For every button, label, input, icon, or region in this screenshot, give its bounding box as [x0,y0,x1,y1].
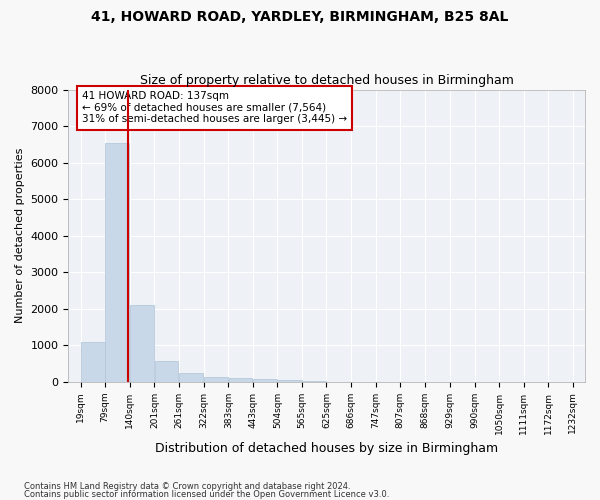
Text: Contains HM Land Registry data © Crown copyright and database right 2024.: Contains HM Land Registry data © Crown c… [24,482,350,491]
Text: 41 HOWARD ROAD: 137sqm
← 69% of detached houses are smaller (7,564)
31% of semi-: 41 HOWARD ROAD: 137sqm ← 69% of detached… [82,91,347,124]
Bar [155,362,178,382]
Text: Contains public sector information licensed under the Open Government Licence v3: Contains public sector information licen… [24,490,389,499]
Y-axis label: Number of detached properties: Number of detached properties [15,148,25,324]
X-axis label: Distribution of detached houses by size in Birmingham: Distribution of detached houses by size … [155,442,498,455]
Title: Size of property relative to detached houses in Birmingham: Size of property relative to detached ho… [140,74,514,87]
Bar [253,380,277,382]
Text: 41, HOWARD ROAD, YARDLEY, BIRMINGHAM, B25 8AL: 41, HOWARD ROAD, YARDLEY, BIRMINGHAM, B2… [91,10,509,24]
Bar [179,373,203,382]
Bar [204,377,228,382]
Bar [130,305,154,382]
Bar [105,142,130,382]
Bar [278,380,302,382]
Bar [229,378,252,382]
Bar [81,342,104,382]
